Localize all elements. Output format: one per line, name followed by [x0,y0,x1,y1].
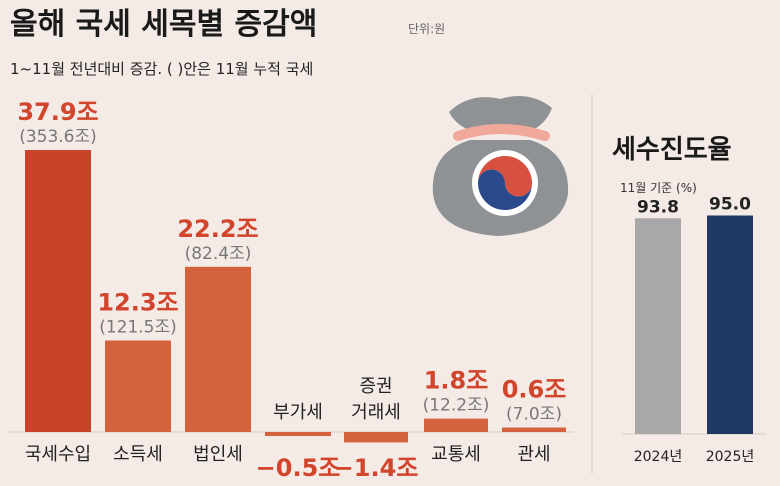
value-label: 22.2조 [177,215,258,243]
bar-0 [25,150,91,432]
bar-6 [502,427,566,432]
value-label: 0.6조 [502,376,567,404]
side-bar-0 [635,218,681,434]
cumulative-label: (82.4조) [185,244,252,264]
category-label: 부가세 [273,402,323,423]
bar-4 [344,432,408,443]
cumulative-label: (353.6조) [19,127,97,147]
value-label: 37.9조 [17,98,98,126]
progress-rate-chart: 93.8 2024년 95.0 2025년 [622,195,766,465]
side-category-label: 2024년 [634,449,683,465]
bar-5 [424,418,488,432]
bar-2 [185,266,251,432]
side-value-label: 95.0 [709,195,751,215]
tax-change-chart: 37.9조(353.6조) 국세수입 12.3조(121.5조) 소득세 22.2조(8… [8,98,574,482]
side-chart-title: 세수진도율 [612,135,732,165]
side-category-label: 2025년 [706,449,755,465]
chart-subtitle: 1~11월 전년대비 증감. ( )안은 11월 누적 국세 [10,60,313,78]
category-label: 관세 [517,444,550,465]
category-label: 법인세 [193,444,243,465]
value-label: −1.4조 [334,454,419,482]
money-bag-icon [432,96,569,236]
side-chart-subtitle: 11월 기준 (%) [620,181,697,195]
category-label: 소득세 [113,444,163,465]
cumulative-label: (121.5조) [99,317,177,337]
cumulative-label: (7.0조) [506,405,562,425]
bar-1 [105,340,171,432]
value-label: 12.3조 [97,288,178,316]
category-label: 증권 [359,376,392,397]
bar-3 [265,432,331,436]
chart-title: 올해 국세 세목별 증감액 [10,7,317,42]
value-label: −0.5조 [256,454,341,482]
unit-note: 단위:원 [408,22,445,36]
category-label: 교통세 [431,444,481,465]
side-value-label: 93.8 [637,197,679,217]
cumulative-label: (12.2조) [423,396,490,416]
value-label: 1.8조 [424,367,489,395]
category-label: 거래세 [351,402,401,423]
category-label: 국세수입 [25,444,91,465]
side-bar-1 [707,215,753,434]
